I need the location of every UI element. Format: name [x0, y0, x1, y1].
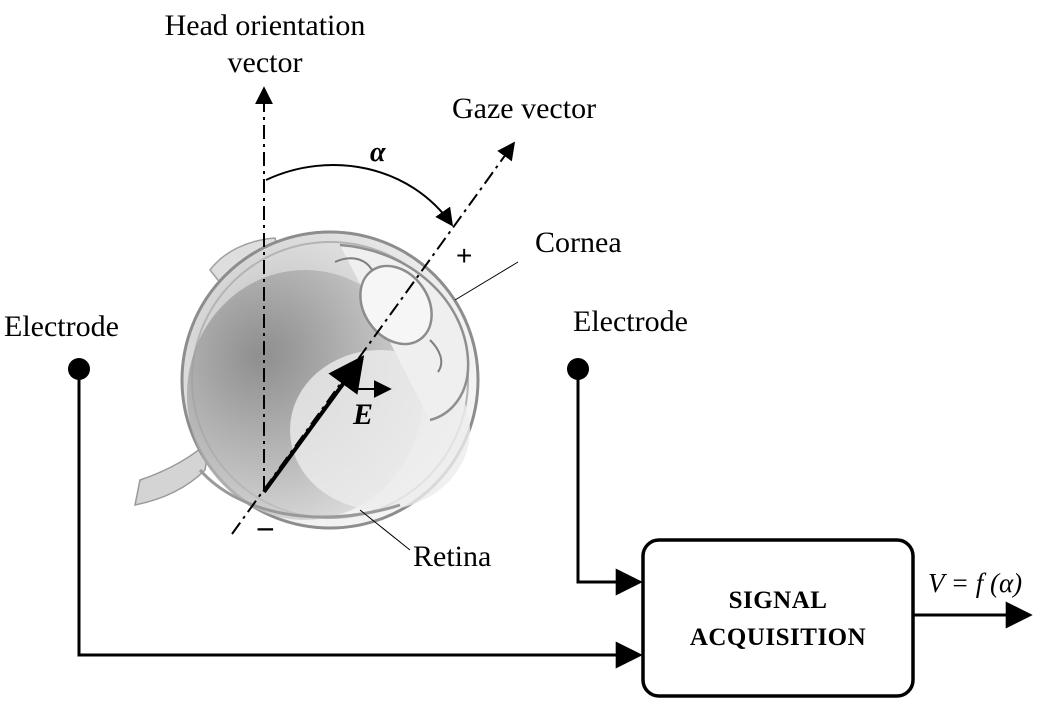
box-label-line1: SIGNAL [729, 587, 828, 614]
cornea-label: Cornea [535, 226, 622, 259]
retina-label: Retina [413, 540, 491, 573]
head-vector-label-line2: vector [228, 46, 303, 79]
cornea-leader [454, 261, 519, 301]
e-field-arrow [262, 355, 365, 494]
electrode-left-label: Electrode [4, 310, 119, 343]
alpha-arc [265, 164, 454, 227]
wire-right-electrode [576, 369, 643, 596]
signal-acquisition-box [641, 538, 915, 698]
box-label-line2: ACQUISITION [690, 624, 866, 651]
gaze-vector-label: Gaze vector [452, 92, 596, 125]
output-label: V = f (α) [928, 568, 1022, 598]
alpha-label: α [370, 137, 386, 168]
wire-left-electrode [77, 369, 643, 669]
head-vector-label-line1: Head orientation [165, 9, 366, 42]
e-vector-label: E [352, 398, 373, 431]
electrode-right-label: Electrode [573, 305, 688, 338]
plus-sign: + [456, 240, 472, 271]
eye-illustration [134, 230, 480, 530]
minus-sign: − [256, 511, 275, 547]
retina-leader [359, 509, 411, 551]
